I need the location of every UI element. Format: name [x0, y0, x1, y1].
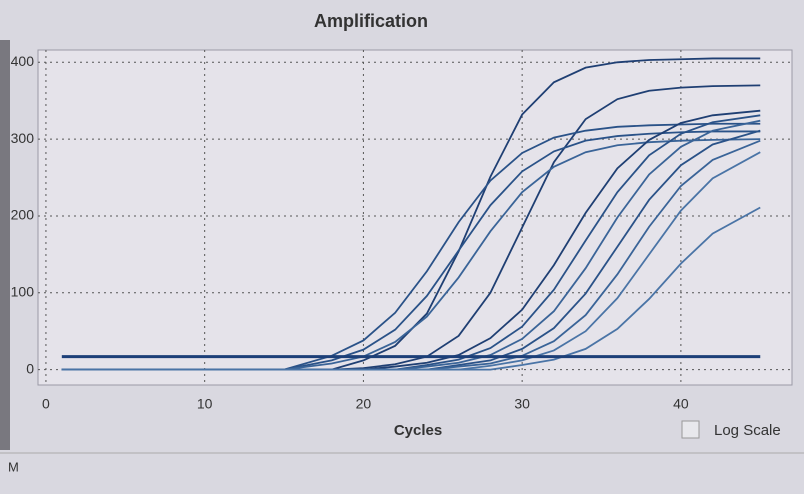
x-tick-label: 30 — [514, 396, 530, 412]
chart: Amplification Cycles Log Scale M 0 10 20 30… — [0, 0, 804, 494]
x-tick-label: 40 — [673, 396, 689, 412]
chart-title: Amplification — [314, 11, 428, 31]
status-text: M — [8, 459, 19, 474]
log-scale-label[interactable]: Log Scale — [714, 422, 781, 439]
window-edge — [0, 40, 10, 450]
y-tick-label: 400 — [11, 53, 35, 69]
y-tick-label: 200 — [11, 207, 35, 223]
x-tick-label: 0 — [42, 396, 50, 412]
y-tick-label: 100 — [11, 284, 35, 300]
x-tick-label: 20 — [356, 396, 372, 412]
plot-area — [38, 50, 792, 385]
page: Amplification Cycles Log Scale M 0 10 20 30… — [0, 0, 804, 494]
log-scale-checkbox[interactable] — [682, 421, 699, 438]
x-axis-label: Cycles — [394, 422, 442, 439]
y-tick-label: 0 — [26, 360, 34, 376]
x-tick-label: 10 — [197, 396, 213, 412]
y-tick-label: 300 — [11, 130, 35, 146]
